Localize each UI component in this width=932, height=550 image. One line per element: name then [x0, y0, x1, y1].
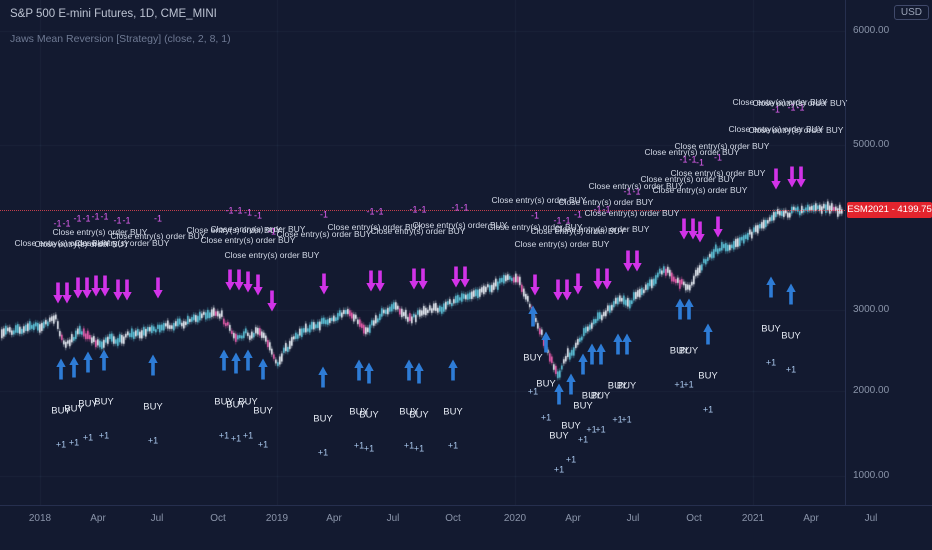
time-tick-label: Apr — [803, 513, 819, 524]
chart-legend: S&P 500 E-mini Futures, 1D, CME_MINI Jaw… — [10, 8, 231, 45]
time-tick-label: Jul — [864, 513, 878, 524]
candlestick-canvas[interactable] — [0, 0, 845, 505]
time-tick-list: 2018 Apr Jul Oct 2019 Apr Jul Oct 2020 Apr Jul Oct 2… — [0, 506, 932, 550]
time-tick-label: Jul — [626, 513, 640, 524]
price-tick-label: 5000.00 — [853, 139, 890, 150]
time-tick-label: Apr — [326, 513, 342, 524]
time-tick-label: Oct — [686, 513, 702, 524]
time-tick-label: 2020 — [503, 513, 527, 524]
chart-plot-area[interactable]: -1 -1 Close entry(s) order BUY -1 -1 Close en… — [0, 0, 847, 505]
time-tick-label: Oct — [210, 513, 226, 524]
price-tick-label: 6000.00 — [853, 25, 890, 36]
time-tick-label: Apr — [565, 513, 581, 524]
time-tick-label: 2021 — [741, 513, 765, 524]
price-axis[interactable]: USD 6000.00 5000.00 3000.00 2000.00 1000.00 … — [845, 0, 932, 505]
price-tick-label: 1000.00 — [853, 470, 890, 481]
time-tick-label: Jul — [386, 513, 400, 524]
last-price-tag: ESM2021 - 4199.75 — [847, 202, 932, 218]
time-tick-label: 2018 — [28, 513, 52, 524]
time-tick-label: Apr — [90, 513, 106, 524]
strategy-legend[interactable]: Jaws Mean Reversion [Strategy] (close, 2… — [10, 33, 231, 45]
price-tick-label: 3000.00 — [853, 304, 890, 315]
currency-button[interactable]: USD — [893, 5, 929, 20]
time-axis[interactable]: 2018 Apr Jul Oct 2019 Apr Jul Oct 2020 Apr Jul Oct 2… — [0, 505, 932, 550]
symbol-legend[interactable]: S&P 500 E-mini Futures, 1D, CME_MINI — [10, 8, 217, 20]
time-tick-label: Oct — [445, 513, 461, 524]
time-tick-label: Jul — [150, 513, 164, 524]
current-price-line — [0, 210, 845, 211]
time-tick-label: 2019 — [265, 513, 289, 524]
price-tick-label: 2000.00 — [853, 385, 890, 396]
